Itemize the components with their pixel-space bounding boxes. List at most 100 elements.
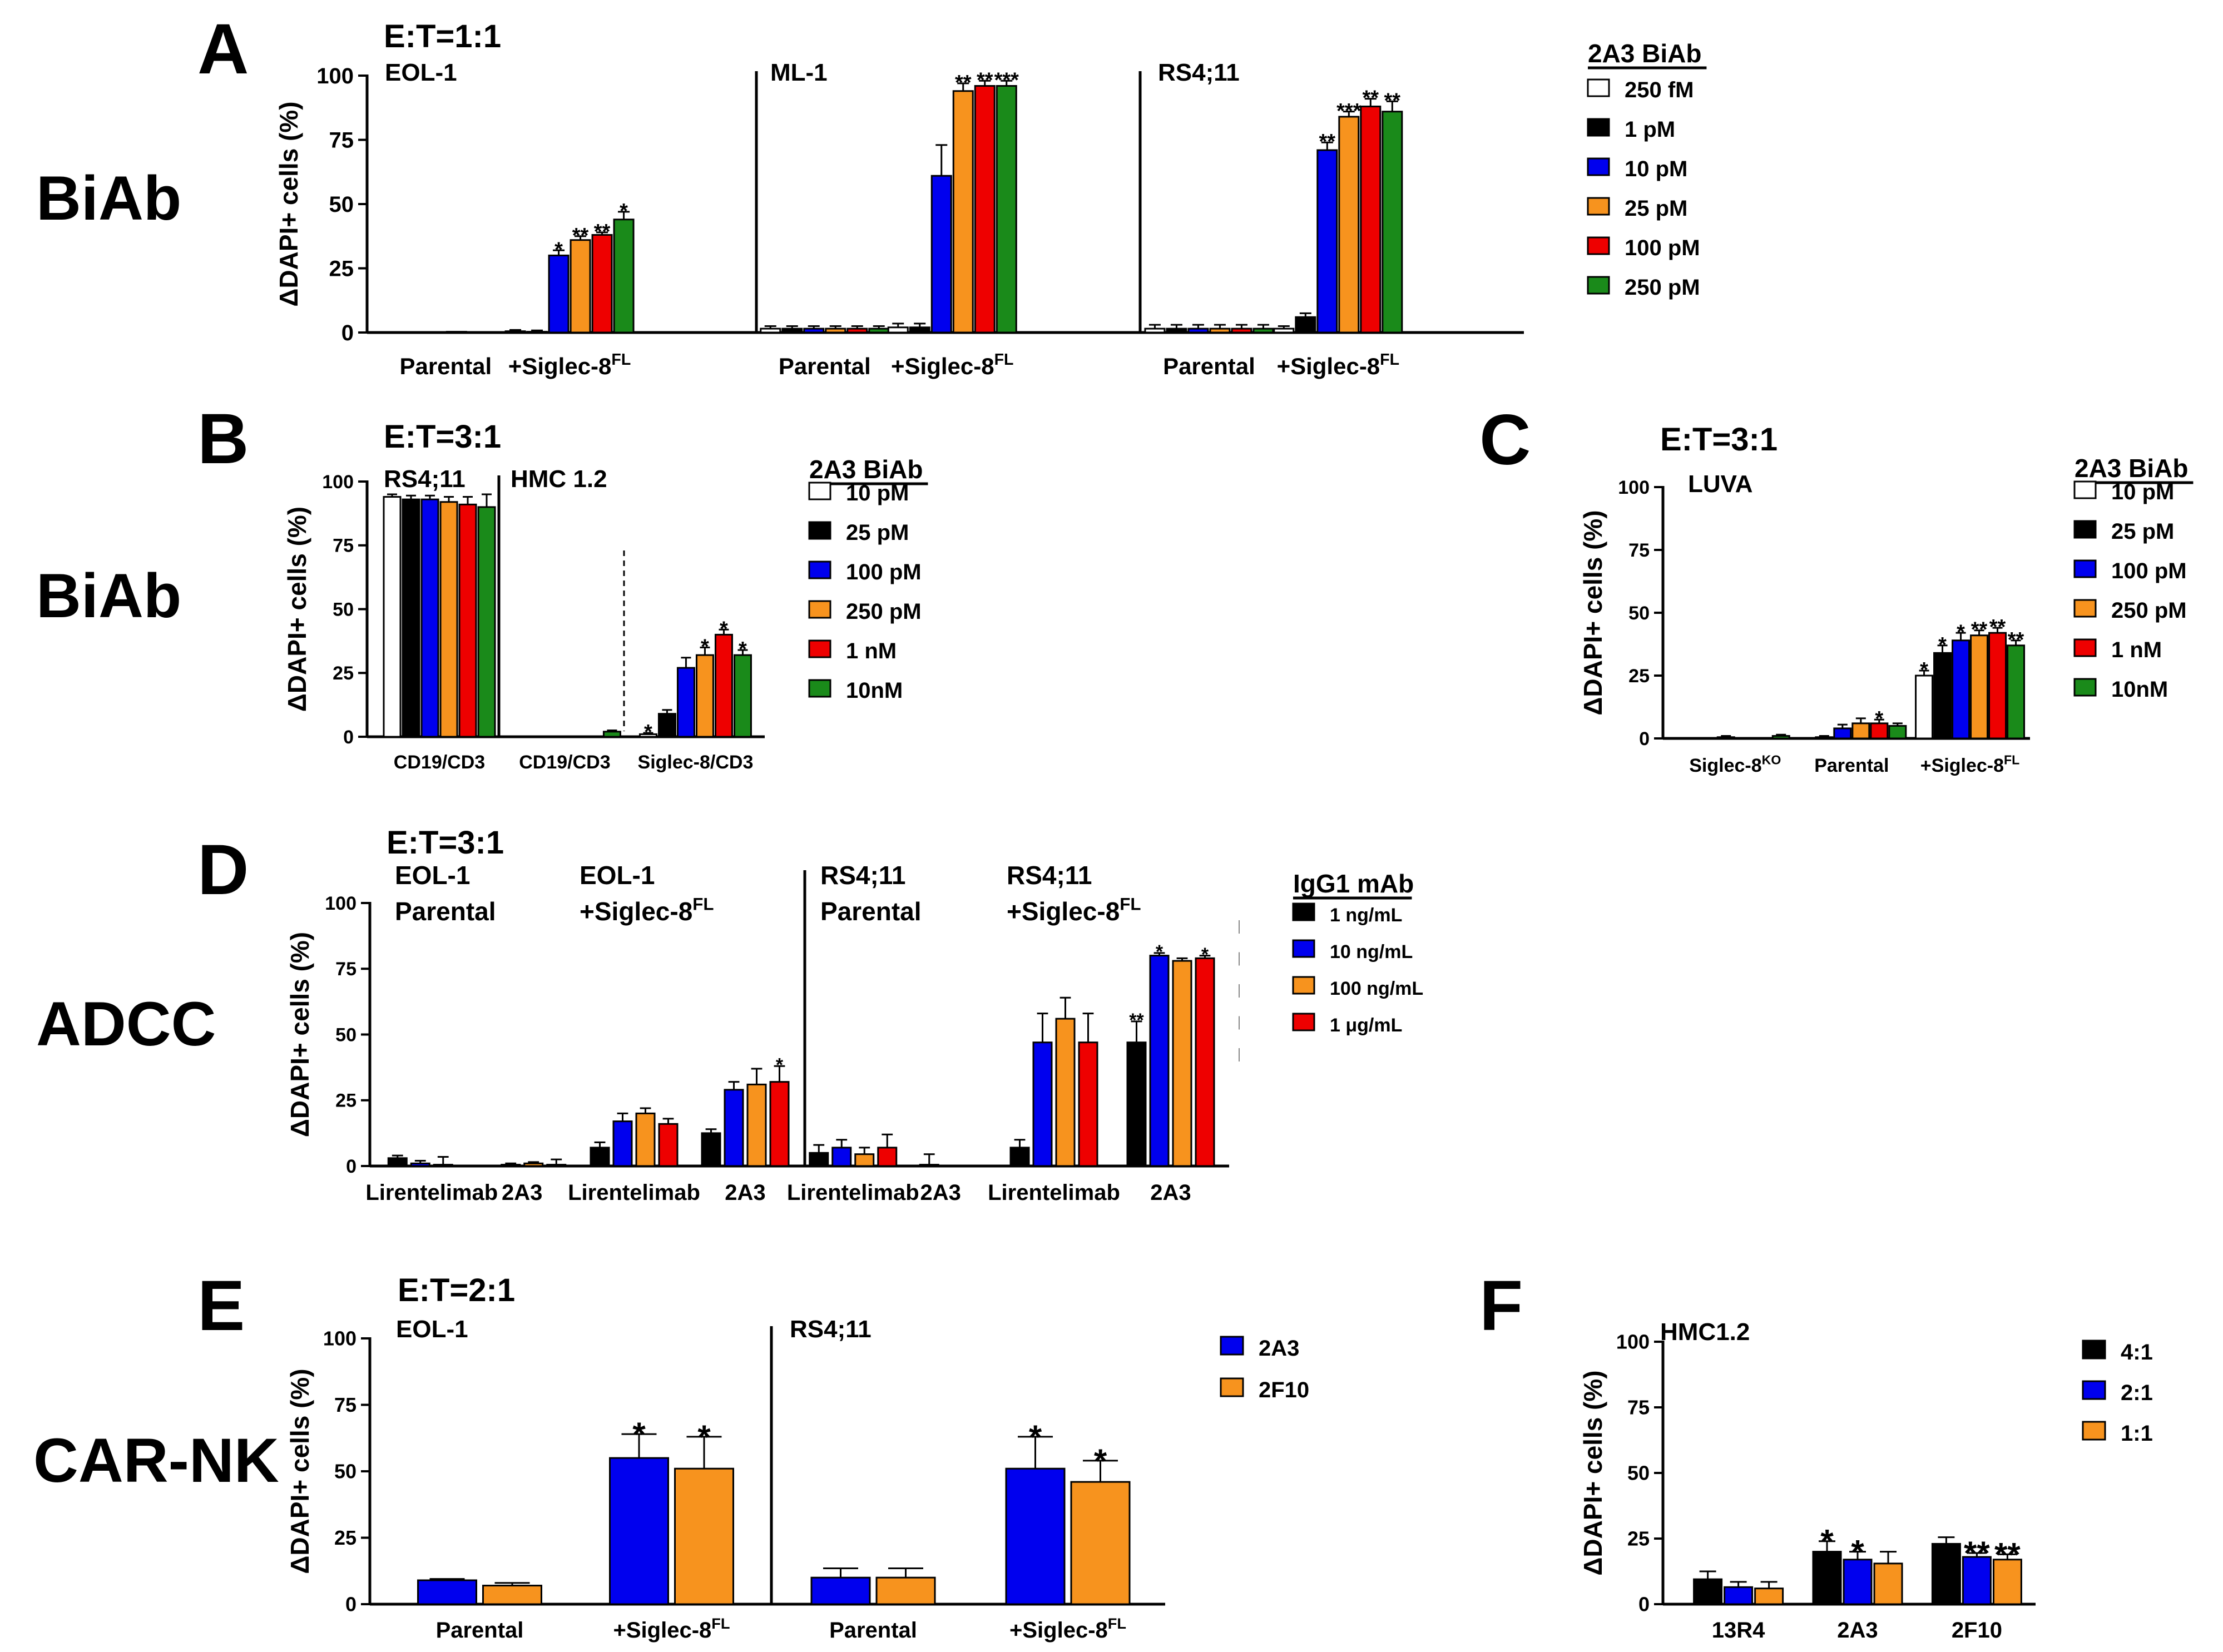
legend-item: 10nM: [846, 678, 903, 703]
y-tick-label: 25: [329, 257, 354, 281]
bar: [781, 328, 803, 334]
bar: [570, 239, 591, 334]
significance-marker: *: [1201, 944, 1209, 965]
chart-A: A E:T=1:1 0 25 50 75 100 ΔDAPI+ cells (%) EOL-1 P…: [197, 9, 1707, 379]
legend-swatch: [808, 482, 831, 500]
panel-letter: E: [197, 1266, 245, 1346]
legend-item: 10nM: [2111, 677, 2168, 702]
legend-swatch: [2082, 1421, 2106, 1441]
bar: [1970, 634, 1989, 740]
bar: [445, 331, 467, 334]
y-tick-label: 100: [325, 893, 357, 914]
y-axis-label: ΔDAPI+ cells (%): [285, 1368, 314, 1574]
legend-swatch: [808, 600, 831, 619]
significance-marker: *: [1156, 941, 1164, 963]
legend-item: 1 nM: [846, 639, 897, 663]
bar: [974, 85, 996, 334]
et-ratio: E:T=2:1: [398, 1272, 515, 1308]
bar: [1295, 316, 1316, 334]
legend-swatch: [1292, 976, 1315, 995]
panel-sublabel: +Siglec-8FL: [1007, 895, 1141, 926]
bar: [1126, 1041, 1147, 1167]
x-group-label: 2A3: [1837, 1618, 1878, 1643]
y-axis-label: ΔDAPI+ cells (%): [283, 507, 311, 712]
significance-marker: *: [632, 1416, 646, 1453]
bar: [810, 1576, 871, 1605]
bar: [714, 633, 733, 738]
bar: [658, 1123, 679, 1167]
y-tick-label: 50: [329, 192, 354, 217]
x-group-label: Parental: [436, 1618, 524, 1643]
panel-label: RS4;11: [820, 861, 905, 890]
legend-item: 1 nM: [2111, 638, 2162, 662]
significance-marker: *: [1094, 1442, 1107, 1480]
legend-item: 2:1: [2121, 1381, 2153, 1405]
significance-marker: **: [1319, 130, 1336, 153]
bar: [875, 1576, 936, 1605]
y-tick-label: 50: [333, 599, 354, 620]
y-tick-label: 75: [329, 128, 354, 153]
legend-swatch: [1220, 1377, 1244, 1397]
y-tick-label: 0: [343, 727, 354, 748]
legend-swatch: [1220, 1336, 1244, 1356]
x-group-label: 2A3: [502, 1180, 542, 1205]
legend-item: 10 pM: [1625, 157, 1687, 181]
significance-marker: *: [720, 617, 728, 641]
row-label: BiAb: [36, 561, 181, 631]
bar: [1771, 735, 1790, 740]
panel-sublabel: +Siglec-8FL: [580, 895, 714, 926]
y-tick-label: 100: [316, 64, 354, 88]
bar: [1843, 1559, 1873, 1605]
bar: [724, 1089, 744, 1167]
bar: [1070, 1481, 1131, 1605]
legend-item: 250 pM: [1625, 275, 1700, 300]
bar: [701, 1132, 721, 1167]
row-label: BiAb: [36, 163, 181, 233]
chart-B: B E:T=3:1 0 25 50 75 100 ΔDAPI+ cells (%) RS4;11…: [197, 399, 928, 773]
legend-swatch: [1587, 276, 1610, 295]
x-group-label: 2A3: [1150, 1180, 1191, 1205]
legend-swatch: [2082, 1380, 2106, 1400]
panel-letter: C: [1479, 400, 1531, 480]
bar: [546, 1164, 567, 1167]
significance-marker: *: [1938, 633, 1947, 657]
y-tick-label: 75: [335, 959, 357, 980]
bar: [635, 1112, 656, 1167]
legend-swatch: [1587, 157, 1610, 176]
legend-title: IgG1 mAb: [1293, 869, 1414, 898]
bar: [526, 331, 548, 334]
x-group-label: 13R4: [1712, 1618, 1765, 1643]
bar: [1812, 1551, 1842, 1605]
bar: [1915, 674, 1934, 740]
bar: [1988, 632, 2007, 740]
bar: [877, 1147, 898, 1167]
x-group-label: 2F10: [1952, 1618, 2002, 1643]
bar: [1933, 652, 1952, 740]
y-tick-label: 0: [345, 1593, 357, 1616]
bar: [695, 654, 714, 738]
y-axis-label: ΔDAPI+ cells (%): [1578, 510, 1607, 715]
legend-item: 25 pM: [2111, 519, 2174, 544]
et-ratio: E:T=3:1: [1660, 421, 1778, 458]
bar: [1209, 328, 1231, 334]
significance-marker: *: [1851, 1534, 1864, 1571]
bar: [1273, 328, 1295, 334]
bar: [1187, 328, 1209, 334]
bar: [803, 328, 825, 334]
bar: [591, 234, 613, 334]
et-ratio: E:T=3:1: [384, 419, 501, 455]
x-group-label: Parental: [1814, 755, 1889, 776]
legend-swatch: [1587, 236, 1610, 255]
panel-sublabel: Parental: [820, 897, 922, 926]
legend-item: 10 pM: [2111, 480, 2174, 504]
bar: [477, 506, 496, 738]
significance-marker: *: [644, 721, 652, 744]
bar: [1962, 1556, 1992, 1605]
bar: [769, 1081, 790, 1167]
y-tick-label: 75: [334, 1393, 357, 1416]
x-group-label: Lirentelimab: [787, 1180, 919, 1205]
panel-letter: D: [197, 830, 249, 910]
panel-label: ML-1: [770, 59, 828, 86]
x-group-label: CD19/CD3: [519, 752, 610, 773]
